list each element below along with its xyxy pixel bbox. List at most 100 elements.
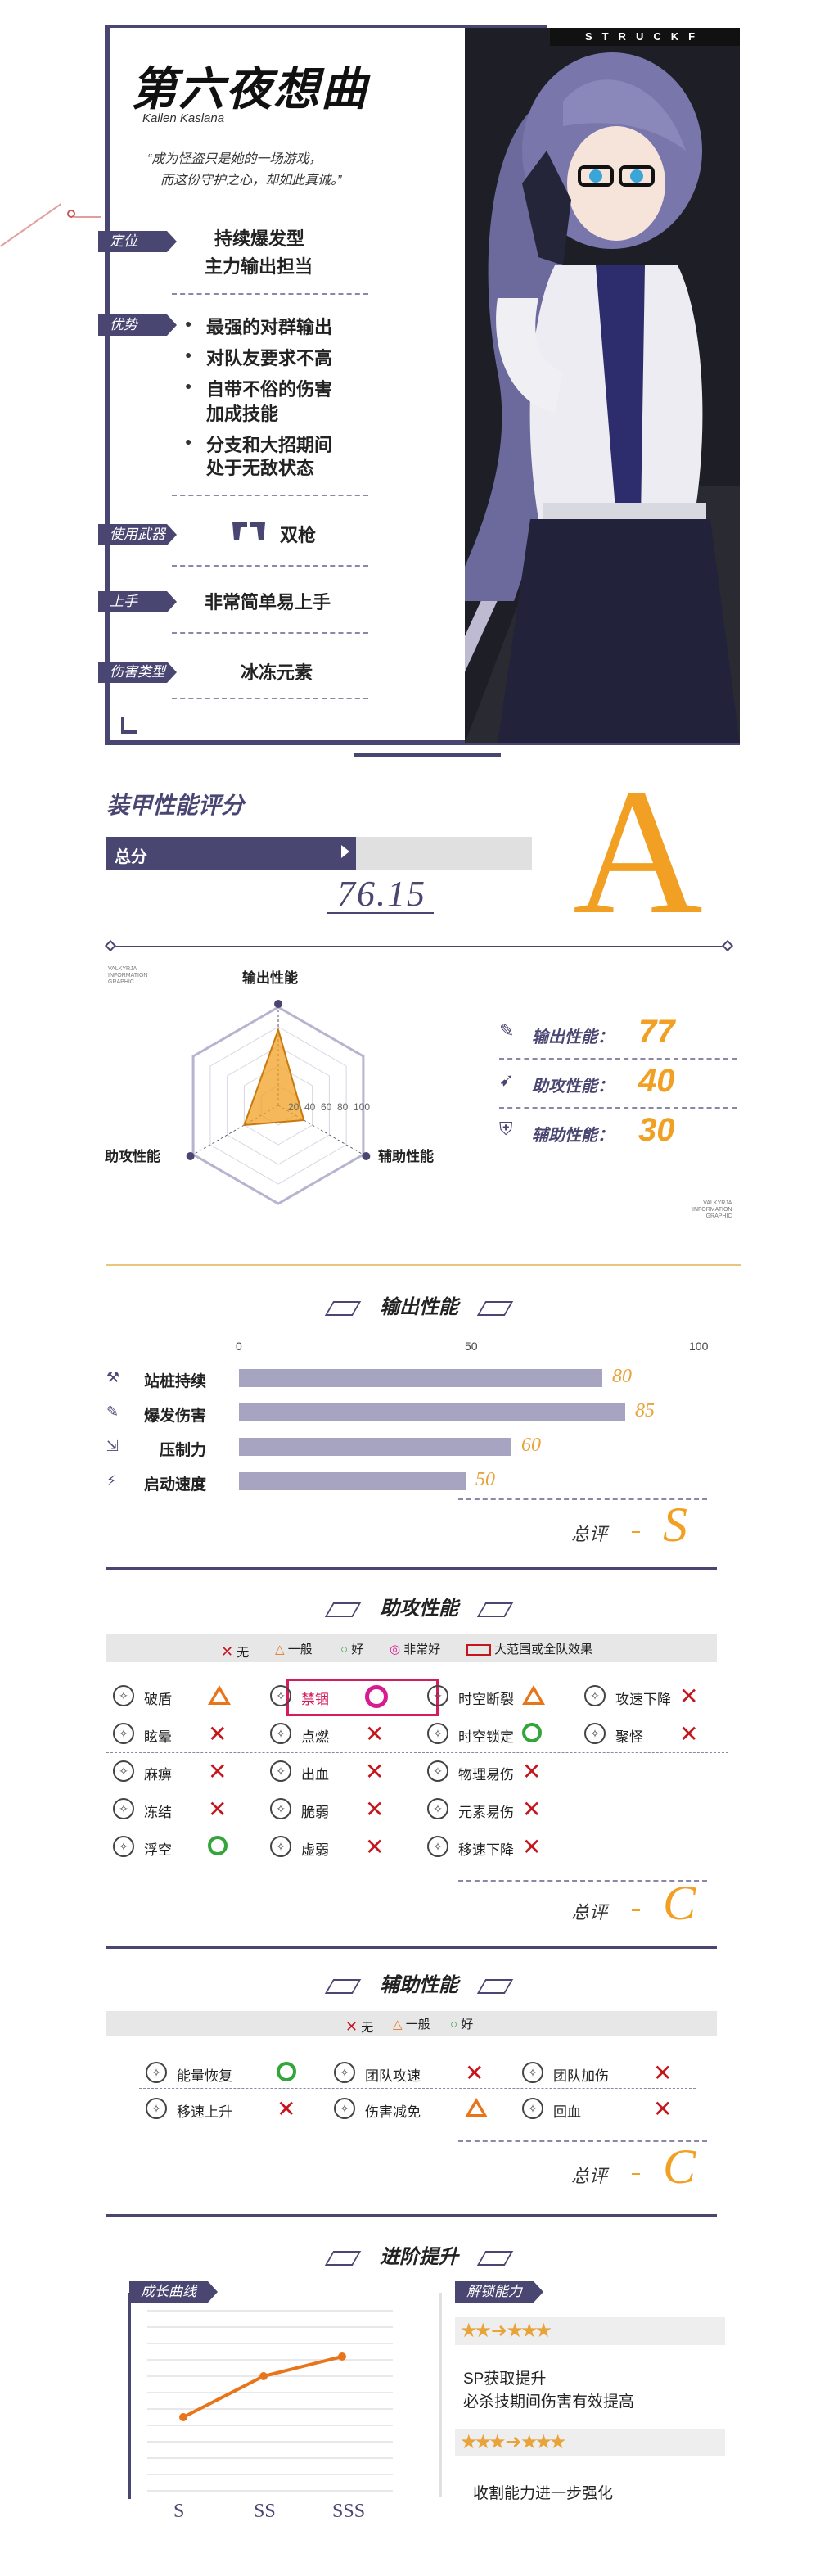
assist-cell-label: 虚弱 [301,1842,329,1858]
output-bar [239,1472,466,1490]
assist-summary-label: 总评 [571,1902,608,1923]
tag-role: 定位 [98,231,177,252]
legend-output: ✎ 输出性能： 77 [499,1012,737,1060]
output-bar-label: 爆发伤害 [143,1408,206,1425]
growth-curve-chart [147,2310,393,2492]
effect-icon: ✧ [270,1685,291,1706]
divider-ease [172,632,368,634]
tag-weapon: 使用武器 [98,524,177,545]
effect-icon: ✧ [584,1723,606,1744]
total-score-label: 总分 [115,848,147,866]
assist-bottom-bar [106,1946,717,1949]
mark-good [522,1723,542,1742]
mark-none: ✕ [365,1796,385,1822]
dual-pistol-icon [231,516,267,544]
growth-curve-point [338,2352,346,2361]
mark-normal [522,1685,545,1705]
support-cell-label: 回血 [553,2104,581,2120]
radar-corner-text-tl: VALKYRJA INFORMATION GRAPHIC [108,966,148,985]
assist-cell-label: 移速下降 [458,1842,514,1858]
effect-icon: ✧ [113,1798,134,1819]
effect-icon: ✧ [270,1723,291,1744]
mark-none: ✕ [522,1759,542,1784]
legend-support-label: 辅助性能： [532,1127,614,1145]
growth-curve-line [182,2355,343,2419]
tag-unlock: 解锁能力 [455,2281,543,2303]
mark-none: ✕ [277,2096,296,2122]
legend-assist-label: 助攻性能： [532,1078,614,1096]
unlock-frame [439,2293,442,2497]
effect-icon: ✧ [584,1685,606,1706]
legend-support-value: 30 [638,1112,675,1148]
assist-cell-label: 脆弱 [301,1805,329,1820]
unlock-2-bar [455,2429,725,2456]
effect-icon: ✧ [146,2062,167,2083]
output-axis-100: 100 [689,1340,709,1353]
assist-legend: ✕ 无 △ 一般 ○ 好 ◎ 非常好 大范围或全队效果 [106,1634,717,1662]
support-row-divider [139,2088,696,2089]
character-illustration [465,28,740,743]
effect-icon: ✧ [427,1723,448,1744]
effect-icon: ✧ [113,1723,134,1744]
support-cell-label: 能量恢复 [177,2068,232,2084]
shield-icon: ⛨ [499,1119,513,1139]
radar-grid-ring [227,1046,330,1165]
radar-top-line [111,946,727,947]
growth-curve-point [259,2372,268,2380]
support-cell-label: 伤害减免 [365,2104,421,2120]
support-grade: C [663,2140,696,2194]
quote-line-2: 而这份守护之心，却如此真诚。” [160,174,342,188]
unlock-1-bar [455,2317,725,2345]
radar-grid-ring [191,1006,365,1205]
mark-great [365,1685,388,1708]
assist-cell-label: 禁锢 [301,1692,329,1707]
support-summary-label: 总评 [571,2166,608,2186]
effect-icon: ✧ [334,2098,355,2119]
effect-icon: ✧ [427,1685,448,1706]
radar-tick-label: 100 [354,1101,370,1113]
effect-icon: ✧ [113,1760,134,1782]
radar-corner-text-br: VALKYRJA INFORMATION GRAPHIC [692,1200,732,1219]
output-axis-50: 50 [465,1340,478,1353]
mark-none: ✕ [653,2096,673,2122]
radar-bottom-line [106,1264,741,1266]
divider-role [172,293,368,295]
radar-data-polygon [242,1027,305,1127]
ease-value: 非常简单易上手 [205,592,331,612]
mark-none: ✕ [465,2060,484,2086]
total-score-arrow-icon [341,845,349,858]
effect-icon: ✧ [113,1836,134,1857]
radar-tick-label: 60 [321,1101,332,1113]
star-upgrade-icon-1: ★★ ➜ ★★★ [460,2320,552,2342]
radar-axis-dot [274,1000,282,1008]
profile-card [105,25,740,745]
effect-icon: ✧ [270,1760,291,1782]
radar-tick-label: 40 [304,1101,316,1113]
assist-cell-label: 冻结 [144,1805,172,1820]
radar-grid-ring [243,1065,313,1146]
support-cell-label: 移速上升 [177,2104,232,2120]
advantage-4b: 处于无敌状态 [206,458,315,478]
assist-summary-dash [632,1909,640,1911]
mark-none: ✕ [208,1721,228,1747]
hammer-icon: ⚒ [106,1369,120,1385]
assist-cell-label: 攻速下降 [615,1692,671,1707]
lightning-icon: ⚡ [106,1472,117,1489]
effect-icon: ✧ [270,1798,291,1819]
output-bar-value: 60 [521,1435,541,1456]
overall-grade: A [573,752,703,951]
output-bar-label: 启动速度 [143,1476,206,1494]
mark-none: ✕ [522,1834,542,1860]
assist-cell-label: 时空断裂 [458,1692,514,1707]
character-name: Kallen Kaslana [142,111,225,125]
role-line-2: 主力输出担当 [205,256,313,277]
assist-cell-label: 时空锁定 [458,1729,514,1745]
assist-summary-divider [458,1880,707,1882]
mark-none: ✕ [653,2060,673,2086]
radar-axis-top: 输出性能 [242,970,298,986]
advantage-3a: 自带不俗的伤害 [185,375,332,401]
assist-row-divider [106,1752,728,1753]
brand-strip: STRUCKF [550,28,740,46]
divider-advantage [172,495,368,496]
star-upgrade-icon-2: ★★★ ➜ ★★★ [460,2431,567,2453]
